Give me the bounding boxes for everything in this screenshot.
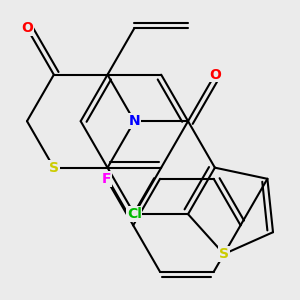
- Text: O: O: [21, 21, 33, 35]
- Text: F: F: [102, 172, 111, 186]
- Text: S: S: [49, 161, 59, 175]
- Text: N: N: [128, 207, 140, 221]
- Text: S: S: [219, 247, 229, 261]
- Text: N: N: [128, 114, 140, 128]
- Text: O: O: [209, 68, 221, 82]
- Text: Cl: Cl: [127, 207, 142, 221]
